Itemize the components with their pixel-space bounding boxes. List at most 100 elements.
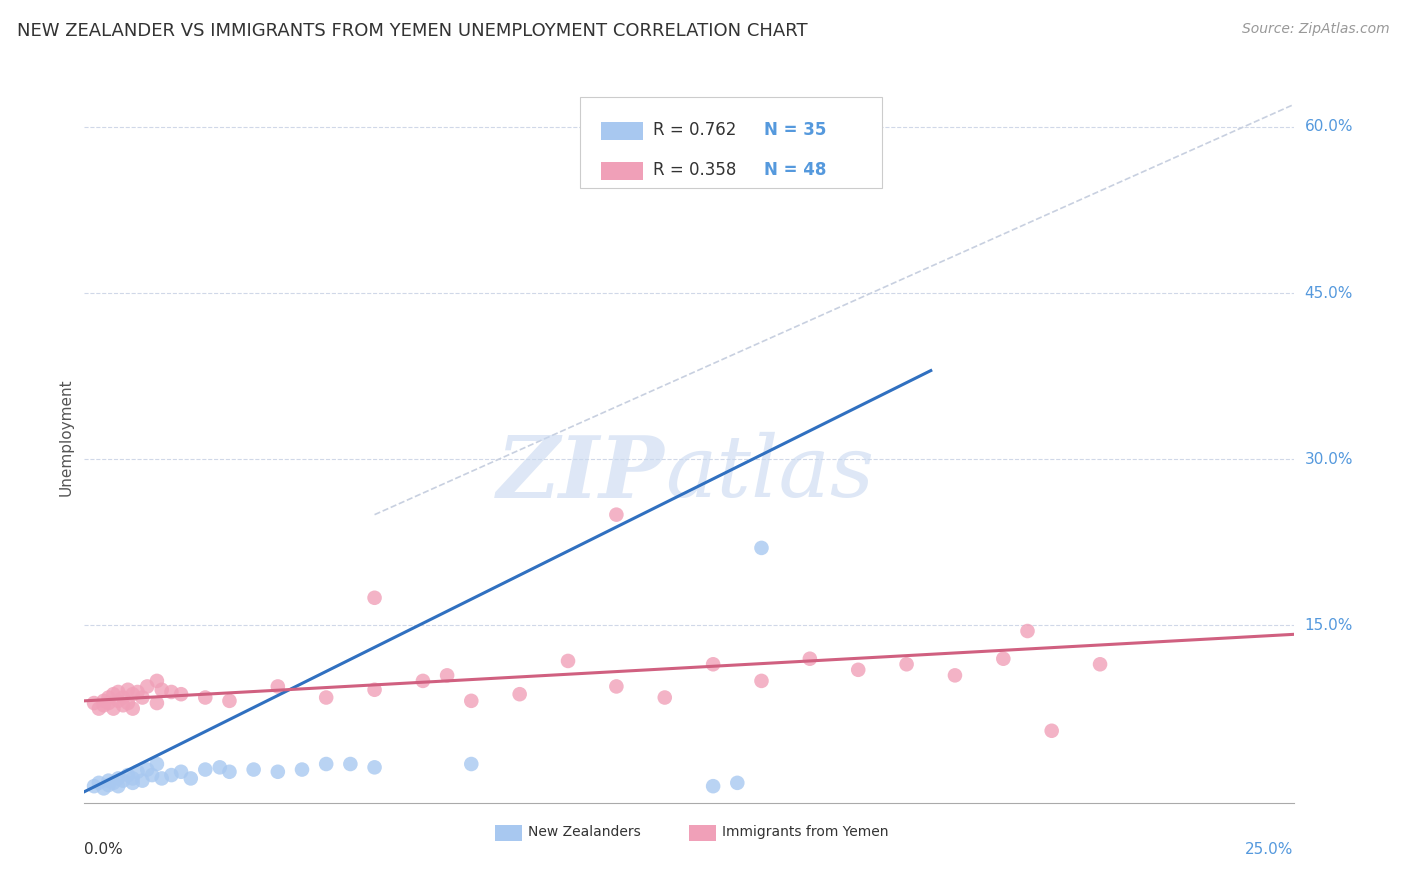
Point [460, 694, 482, 708]
Text: 0.0%: 0.0% [84, 842, 124, 856]
Point [127, 764, 149, 779]
Point [170, 764, 193, 779]
Point [103, 687, 125, 701]
Point [141, 768, 163, 782]
Point [146, 757, 169, 772]
Point [208, 760, 231, 774]
Point [557, 654, 579, 668]
Point [136, 763, 159, 777]
Point [194, 763, 217, 777]
Text: N = 35: N = 35 [763, 121, 827, 139]
Point [605, 680, 627, 694]
Point [267, 680, 290, 694]
Point [242, 763, 264, 777]
Point [83, 779, 105, 793]
Point [751, 673, 773, 688]
Bar [689, 825, 716, 841]
Point [107, 772, 129, 786]
Point [363, 682, 385, 697]
Point [363, 591, 385, 605]
Point [112, 690, 135, 705]
Bar [600, 162, 643, 180]
Bar [600, 122, 643, 140]
Y-axis label: Unemployment: Unemployment [58, 378, 73, 496]
Point [581, 164, 603, 178]
Text: atlas: atlas [665, 433, 875, 515]
Point [112, 773, 135, 788]
Point [107, 694, 129, 708]
Point [993, 651, 1015, 665]
Point [460, 757, 482, 772]
Point [121, 687, 143, 701]
Text: 15.0%: 15.0% [1305, 618, 1353, 633]
Text: R = 0.358: R = 0.358 [652, 161, 735, 178]
Point [146, 673, 169, 688]
Point [93, 781, 115, 796]
Point [315, 757, 337, 772]
Point [131, 773, 153, 788]
Point [751, 541, 773, 555]
Text: 25.0%: 25.0% [1246, 842, 1294, 856]
Point [702, 779, 724, 793]
Point [436, 668, 458, 682]
FancyBboxPatch shape [581, 97, 883, 188]
Text: NEW ZEALANDER VS IMMIGRANTS FROM YEMEN UNEMPLOYMENT CORRELATION CHART: NEW ZEALANDER VS IMMIGRANTS FROM YEMEN U… [17, 22, 807, 40]
Point [121, 701, 143, 715]
Text: Immigrants from Yemen: Immigrants from Yemen [721, 825, 889, 839]
Point [97, 773, 120, 788]
Point [339, 757, 361, 772]
Point [1088, 657, 1111, 672]
Point [218, 764, 240, 779]
Point [509, 687, 531, 701]
Point [654, 690, 676, 705]
Point [725, 776, 748, 790]
Point [131, 690, 153, 705]
Point [363, 760, 385, 774]
Point [136, 680, 159, 694]
Point [87, 776, 110, 790]
Point [93, 694, 115, 708]
Point [107, 779, 129, 793]
Text: 30.0%: 30.0% [1305, 451, 1353, 467]
Point [146, 696, 169, 710]
Point [93, 698, 115, 713]
Point [799, 651, 821, 665]
Point [121, 772, 143, 786]
Point [180, 772, 202, 786]
Point [117, 682, 139, 697]
Point [218, 694, 240, 708]
Point [943, 668, 966, 682]
Point [702, 657, 724, 672]
Point [103, 776, 125, 790]
Point [160, 768, 183, 782]
Point [846, 663, 869, 677]
Point [112, 698, 135, 713]
Point [150, 682, 173, 697]
Text: Source: ZipAtlas.com: Source: ZipAtlas.com [1241, 22, 1389, 37]
Text: 45.0%: 45.0% [1305, 285, 1353, 301]
Point [107, 685, 129, 699]
Point [97, 690, 120, 705]
Point [117, 768, 139, 782]
Point [315, 690, 337, 705]
Point [1017, 624, 1039, 638]
Bar [495, 825, 522, 841]
Point [1040, 723, 1063, 738]
Point [605, 508, 627, 522]
Point [97, 778, 120, 792]
Point [121, 776, 143, 790]
Text: New Zealanders: New Zealanders [529, 825, 641, 839]
Point [291, 763, 314, 777]
Point [103, 701, 125, 715]
Point [267, 764, 290, 779]
Point [150, 772, 173, 786]
Point [170, 687, 193, 701]
Point [83, 696, 105, 710]
Point [896, 657, 918, 672]
Point [160, 685, 183, 699]
Point [412, 673, 434, 688]
Point [127, 685, 149, 699]
Text: R = 0.762: R = 0.762 [652, 121, 735, 139]
Point [194, 690, 217, 705]
Text: ZIP: ZIP [496, 432, 665, 516]
